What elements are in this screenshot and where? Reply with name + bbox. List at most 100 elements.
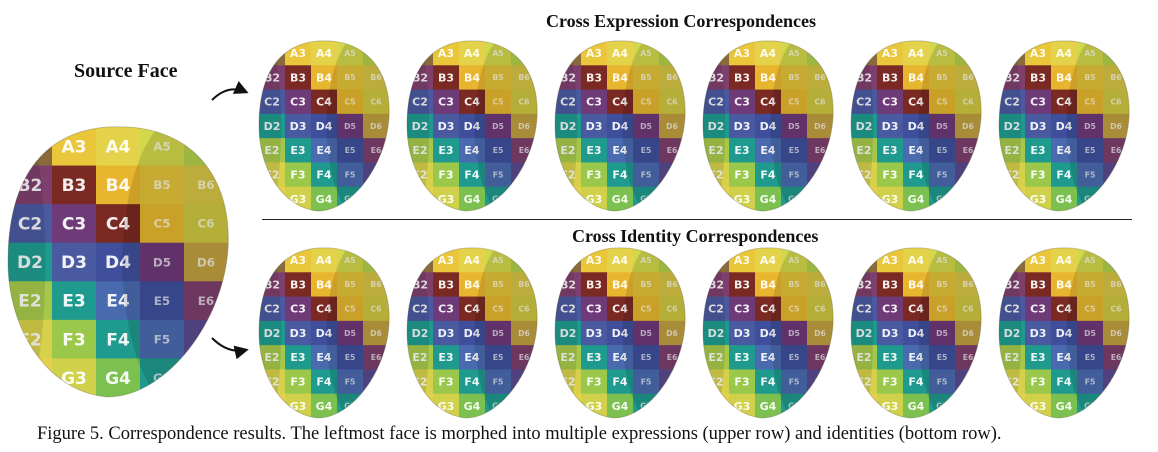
face-patch <box>184 358 229 398</box>
patch-label: A4 <box>316 254 333 267</box>
patch-label: G4 <box>908 193 925 206</box>
patch-label: C5 <box>641 97 652 106</box>
patch-label: F4 <box>612 169 628 182</box>
patch-label: C6 <box>667 97 678 106</box>
face-patch <box>659 296 686 322</box>
patch-label: G3 <box>1030 400 1047 413</box>
patch-label: D4 <box>105 253 131 273</box>
face-patch <box>8 358 53 398</box>
patch-label: E6 <box>371 146 382 155</box>
patch-label: G4 <box>612 193 629 206</box>
patch-label: E2 <box>412 144 427 157</box>
patch-label: C3 <box>438 303 454 316</box>
patch-label: D4 <box>1056 327 1073 340</box>
face-patch <box>363 89 390 115</box>
face-patch <box>703 113 730 139</box>
face-patch <box>659 320 686 346</box>
patch-label: E4 <box>760 144 776 157</box>
face-patch <box>877 65 904 91</box>
patch-label: A3 <box>290 254 306 267</box>
face-patch <box>459 65 486 91</box>
face-patch <box>1103 393 1130 418</box>
face-patch <box>633 89 660 115</box>
face-patch <box>929 138 956 164</box>
patch-label: C3 <box>734 96 750 109</box>
face-patch <box>729 345 756 371</box>
patch-label: D5 <box>788 122 800 131</box>
face-patch <box>929 272 956 298</box>
face-patch <box>781 320 808 346</box>
patch-label: G4 <box>760 400 777 413</box>
patch-label: F5 <box>937 170 948 179</box>
patch-label: B4 <box>1056 278 1072 291</box>
face-patch <box>459 296 486 322</box>
patch-label: E6 <box>371 353 382 362</box>
face-patch <box>337 65 364 91</box>
face-patch <box>96 358 141 398</box>
patch-label: A3 <box>882 47 898 60</box>
patch-label: E2 <box>1004 144 1019 157</box>
face-patch <box>903 162 930 188</box>
patch-label: D3 <box>61 253 87 273</box>
patch-label: B6 <box>197 178 214 192</box>
face-patch <box>259 89 286 115</box>
face-patch <box>729 65 756 91</box>
face-patch <box>703 41 730 66</box>
patch-label: D2 <box>708 120 725 133</box>
patch-label: B5 <box>344 73 355 82</box>
patch-label: B4 <box>760 278 776 291</box>
patch-label: E6 <box>963 146 974 155</box>
face-patch <box>807 113 834 139</box>
face-patch <box>903 138 930 164</box>
patch-label: B4 <box>908 278 924 291</box>
patch-label: D2 <box>1004 327 1021 340</box>
face-patch <box>363 393 390 418</box>
face-patch <box>781 162 808 188</box>
patch-label: F4 <box>1056 376 1072 389</box>
patch-label: C4 <box>760 303 776 316</box>
face-patch <box>363 320 390 346</box>
patch-label: A5 <box>788 256 799 265</box>
patch-label: F3 <box>62 330 85 350</box>
face-patch <box>999 320 1026 346</box>
face-patch <box>607 369 634 395</box>
face-patch <box>311 296 338 322</box>
patch-label: A4 <box>464 254 481 267</box>
patch-label: E4 <box>612 144 628 157</box>
face-patch <box>485 345 512 371</box>
face-patch <box>729 113 756 139</box>
patch-label: B5 <box>788 280 799 289</box>
patch-label: E4 <box>106 292 130 312</box>
patch-label: D4 <box>612 327 629 340</box>
patch-label: D2 <box>412 327 429 340</box>
face-patch <box>1051 65 1078 91</box>
face-patch <box>929 65 956 91</box>
face-patch <box>955 186 982 211</box>
patch-label: B5 <box>492 73 503 82</box>
patch-label: C5 <box>493 97 504 106</box>
face-patch <box>363 186 390 211</box>
patch-label: E4 <box>1056 351 1072 364</box>
face-patch <box>1051 393 1078 418</box>
patch-label: B4 <box>106 176 131 196</box>
face-patch <box>851 41 878 66</box>
face-patch <box>337 369 364 395</box>
figure-caption: Figure 5. Correspondence results. The le… <box>37 424 1002 444</box>
face-patch <box>807 320 834 346</box>
patch-label: B6 <box>814 73 825 82</box>
face-patch <box>311 186 338 211</box>
patch-label: G3 <box>1030 193 1047 206</box>
face-patch <box>1025 162 1052 188</box>
patch-label: D2 <box>708 327 725 340</box>
face-patch <box>1077 162 1104 188</box>
patch-label: C4 <box>612 303 628 316</box>
patch-label: C4 <box>1056 96 1072 109</box>
face-patch <box>140 319 185 360</box>
patch-label: D5 <box>936 329 948 338</box>
patch-label: F4 <box>464 169 480 182</box>
patch-label: C6 <box>519 304 530 313</box>
face-patch <box>485 296 512 322</box>
patch-label: G4 <box>105 369 131 389</box>
